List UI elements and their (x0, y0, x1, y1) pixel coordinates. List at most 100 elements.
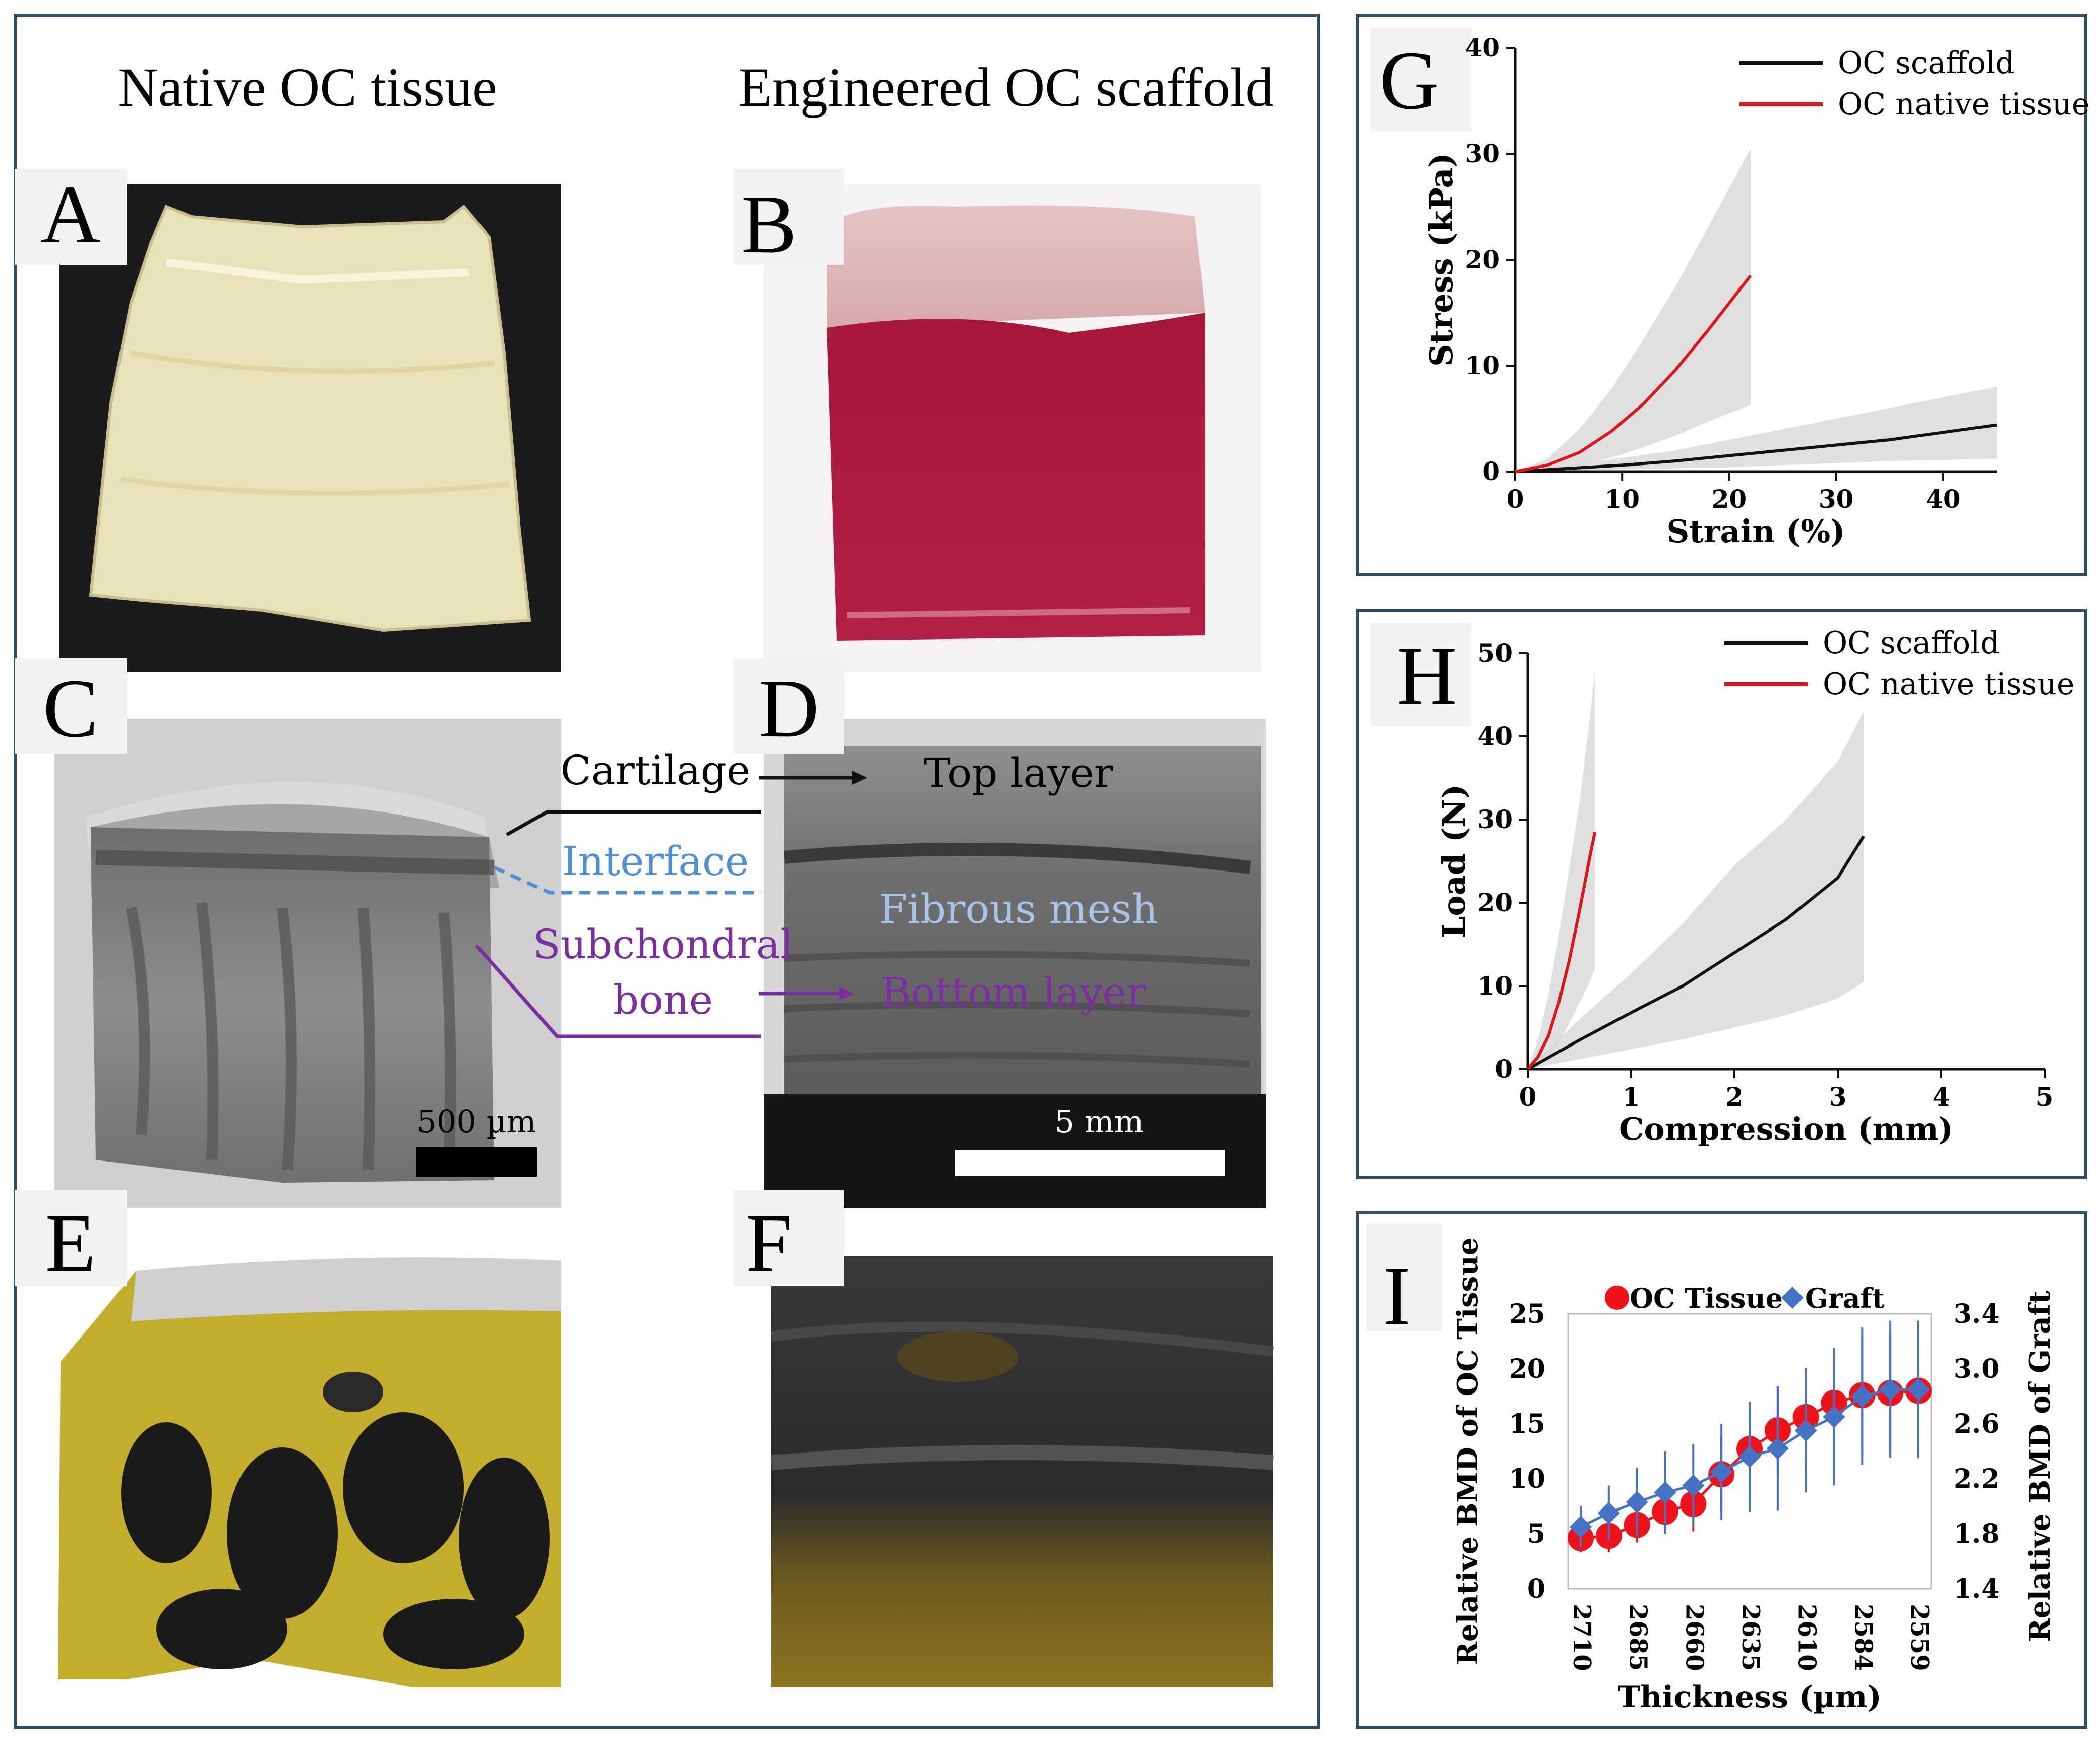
legend-label-I-1: Graft (1805, 1282, 1885, 1314)
x-tick-label-G: 0 (1507, 484, 1524, 514)
left-frame (14, 14, 1320, 1729)
panel-F-letter: F (746, 1197, 792, 1289)
legend-label-G-1: OC native tissue (1838, 87, 2089, 122)
marker-I-1 (1794, 1419, 1817, 1442)
y2-tick-label-I: 2.2 (1954, 1464, 1999, 1494)
series-line-G-0 (1515, 423, 1997, 473)
x-tick-label-H: 3 (1829, 1082, 1847, 1112)
panel-C-letter: C (43, 662, 98, 754)
marker-I-1 (1682, 1474, 1705, 1497)
x-tick-label-H: 1 (1623, 1082, 1640, 1112)
y2-axis-label-I: Relative BMD of Graft (2023, 1291, 2057, 1642)
panel-C-scale-label: 500 µm (416, 1103, 536, 1140)
chart-I: 0 5 10 15 20 25 1.4 1.8 2.2 2.6 3.0 3.4 2710 2685 2660… (1451, 1237, 2057, 1715)
x-tick-label-G: 30 (1819, 484, 1854, 514)
x-tick-label-I: 2559 (1905, 1604, 1934, 1671)
subchondral-label-line2: bone (613, 976, 713, 1023)
y-tick-label-I: 0 (1527, 1574, 1545, 1604)
legend-label-H-1: OC native tissue (1823, 667, 2074, 702)
subchondral-annotation: Subchondral bone (475, 921, 855, 1038)
y-tick-label-H: 0 (1495, 1054, 1513, 1084)
panel-D-letter: D (759, 662, 819, 754)
marker-I-1 (1766, 1437, 1789, 1460)
marker-I-1 (1626, 1491, 1648, 1514)
panel-H-letter: H (1397, 629, 1457, 722)
panel-I-letter: I (1383, 1250, 1411, 1342)
y2-tick-label-I: 1.4 (1954, 1574, 1999, 1604)
y-tick-label-G: 0 (1482, 456, 1500, 486)
y2-tick-label-I: 3.4 (1954, 1299, 1999, 1329)
frame-H (1356, 609, 2087, 1179)
y-tick-label-G: 10 (1465, 351, 1500, 380)
panel-B-photo (764, 184, 1261, 672)
y-tick-label-H: 10 (1477, 971, 1513, 1001)
marker-I-1 (1570, 1516, 1592, 1538)
x-axis-label-H: Compression (mm) (1619, 1111, 1953, 1147)
x-tick-label-H: 5 (2036, 1082, 2054, 1112)
cartilage-label: Cartilage (561, 747, 751, 794)
y-tick-label-H: 40 (1477, 721, 1513, 751)
x-tick-label-I: 2610 (1793, 1604, 1821, 1671)
panel-D-scale-bar (955, 1150, 1225, 1176)
x-tick-label-I: 2660 (1680, 1604, 1708, 1671)
panel-E-image (55, 1256, 561, 1687)
marker-I-1 (1597, 1502, 1620, 1525)
legend-marker-I-1 (1781, 1287, 1804, 1309)
y-tick-label-G: 30 (1465, 139, 1500, 168)
panel-B-letter: B (741, 178, 797, 270)
series-line-G-1 (1515, 274, 1752, 473)
x-tick-label-I: 2635 (1736, 1604, 1765, 1671)
y-axis-label-G: Stress (kPa) (1423, 153, 1460, 367)
fibrous-mesh-label: Fibrous mesh (879, 886, 1158, 933)
plot-area-I (1567, 1313, 1932, 1590)
panel-E-letter: E (45, 1197, 96, 1289)
interface-annotation: Interface (493, 838, 761, 895)
top-layer-label: Top layer (924, 749, 1114, 796)
panel-G-label-bg (1370, 28, 1471, 131)
y-tick-label-H: 50 (1477, 638, 1513, 668)
x-tick-label-I: 2685 (1624, 1604, 1652, 1671)
y-tick-label-H: 20 (1477, 888, 1513, 917)
panel-G-letter: G (1379, 34, 1439, 127)
y-axis-label-I: Relative BMD of OC Tissue (1451, 1237, 1484, 1665)
panel-C-image (54, 719, 561, 1208)
legend-label-I-0: OC Tissue (1630, 1282, 1783, 1314)
y2-tick-label-I: 2.6 (1954, 1409, 1999, 1439)
panel-C-label-bg (15, 658, 127, 754)
band-G-1 (1515, 148, 1751, 472)
band-H-1 (1528, 670, 1595, 1069)
y-tick-label-I: 15 (1509, 1409, 1545, 1439)
marker-I-1 (1823, 1406, 1845, 1428)
x-tick-label-H: 2 (1726, 1082, 1744, 1112)
series-line-H-1 (1526, 832, 1597, 1070)
cartilage-annotation: Cartilage (506, 747, 867, 837)
panel-C-scale-bar (416, 1147, 537, 1177)
subchondral-label-line1: Subchondral (533, 921, 793, 968)
frame-I (1356, 1211, 2087, 1729)
legend-label-G-0: OC scaffold (1838, 45, 2015, 81)
chart-G: 0 10 20 30 40 0 10 20 30 40 Strain (%) Stress (kPa)… (1423, 33, 2089, 550)
y2-tick-label-I: 3.0 (1954, 1354, 1999, 1384)
panel-F-image (770, 1256, 1274, 1687)
legend-label-H-0: OC scaffold (1823, 625, 2000, 661)
right-column-title: Engineered OC scaffold (739, 56, 1274, 118)
marker-I-1 (1738, 1445, 1761, 1468)
y-tick-label-H: 30 (1477, 804, 1513, 834)
marker-I-1 (1907, 1378, 1930, 1401)
panel-A-label-bg (15, 169, 127, 265)
x-tick-label-I: 2584 (1849, 1604, 1877, 1671)
panel-D-label-bg (734, 658, 844, 754)
panel-H-label-bg (1370, 623, 1471, 726)
y-tick-label-G: 40 (1465, 33, 1500, 63)
y-tick-label-I: 20 (1509, 1354, 1545, 1384)
y-axis-label-H: Load (N) (1435, 784, 1472, 938)
panel-A-letter: A (40, 168, 100, 260)
band-H-0 (1528, 711, 1864, 1069)
left-column-title: Native OC tissue (118, 56, 497, 118)
frame-G (1356, 14, 2087, 576)
y-tick-label-G: 20 (1465, 245, 1500, 274)
panel-B-label-bg (734, 169, 844, 265)
y-tick-label-I: 5 (1527, 1519, 1545, 1549)
x-tick-label-G: 40 (1926, 484, 1961, 514)
